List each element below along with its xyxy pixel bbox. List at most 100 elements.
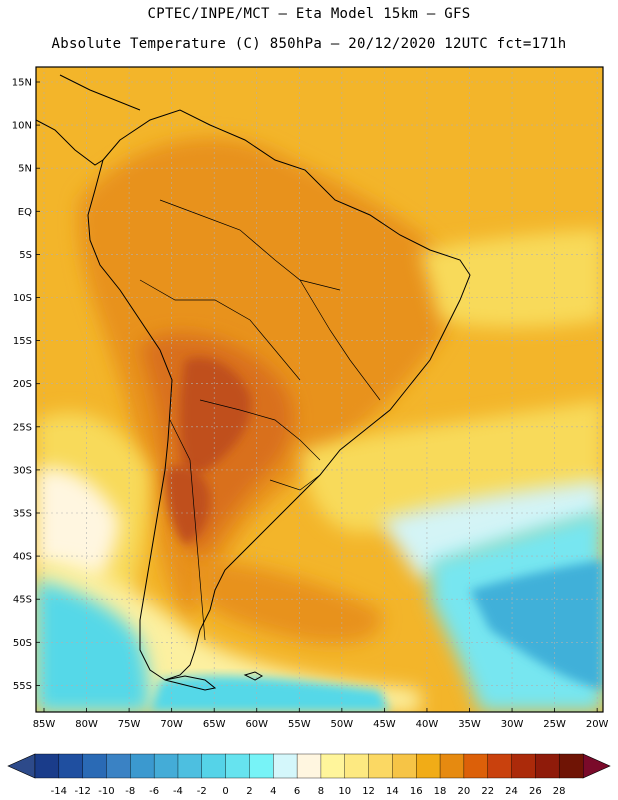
plot-frame — [35, 66, 604, 713]
map-title: CPTEC/INPE/MCT — Eta Model 15km — GFS — [147, 6, 471, 22]
colorbar-cell — [487, 753, 513, 779]
lat-label: EQ — [18, 207, 32, 218]
temperature-field — [36, 67, 603, 712]
lat-label: 15N — [12, 78, 32, 89]
lat-label: 10N — [12, 121, 32, 132]
lon-label: 80W — [75, 719, 98, 730]
lon-label: 60W — [245, 719, 268, 730]
lat-label: 40S — [13, 552, 32, 563]
map-subtitle: Absolute Temperature (C) 850hPa — 20/12/… — [51, 36, 567, 52]
colorbar-label: -8 — [125, 786, 135, 797]
cold-region-drake — [150, 675, 390, 712]
colorbar-cell — [201, 753, 227, 779]
lon-label: 40W — [416, 719, 439, 730]
lat-label: 55S — [13, 681, 32, 692]
lat-label: 10S — [13, 293, 32, 304]
longitude-labels: 85W 80W 75W 70W 65W 60W 55W 50W 45W 40W 35W 30W 25W 2… — [33, 708, 609, 730]
country-borders — [139, 199, 381, 641]
lon-label: 25W — [543, 719, 566, 730]
lat-label: 25S — [13, 422, 32, 433]
lat-label: 15S — [13, 336, 32, 347]
lat-label: 5N — [18, 164, 32, 175]
lat-label: 35S — [13, 509, 32, 520]
lat-label: 5S — [19, 250, 32, 261]
colorbar-cell — [463, 753, 489, 779]
tierra-del-fuego — [164, 675, 217, 691]
colorbar-cell — [177, 753, 203, 779]
lon-label: 35W — [458, 719, 481, 730]
colorbar-label: 22 — [481, 786, 494, 797]
colorbar-cell — [58, 753, 84, 779]
falkland-islands — [243, 671, 264, 681]
latitude-labels: 15N 10N 5N EQ 5S 10S 15S 20S 25S 30S 35S 40S 45S 50S 5… — [12, 78, 40, 692]
colorbar-label: -12 — [74, 786, 90, 797]
colorbar-high-arrow — [582, 753, 611, 779]
colorbar-label: -4 — [173, 786, 183, 797]
colorbar-cell — [558, 753, 584, 779]
lat-label: 45S — [13, 595, 32, 606]
colorbar-cell — [153, 753, 179, 779]
colorbar-cell — [392, 753, 417, 779]
colder-region-atlantic — [470, 560, 603, 690]
border — [199, 399, 321, 461]
colorbar-label: 28 — [553, 786, 566, 797]
lat-label: 20S — [13, 379, 32, 390]
colorbar-label: 16 — [410, 786, 423, 797]
cream-band-west — [36, 468, 120, 590]
central-america-coast — [36, 119, 104, 166]
very-hot-region — [179, 357, 251, 475]
colorbar-cell — [320, 753, 346, 779]
lon-label: 50W — [331, 719, 354, 730]
border — [139, 279, 301, 381]
colorbar-cell — [34, 753, 60, 779]
colorbar-label: 14 — [386, 786, 399, 797]
border — [299, 279, 381, 401]
color-scale: -14 -12 -10 -8 -6 -4 -2 0 2 4 6 8 10 12 14 16 18 20 22 24 26… — [7, 753, 611, 797]
lon-label: 55W — [288, 719, 311, 730]
colorbar-label: 0 — [222, 786, 228, 797]
colorbar-cell — [130, 753, 155, 779]
coastlines — [36, 74, 471, 691]
colorbar-label: -10 — [98, 786, 114, 797]
colorbar-label: -14 — [51, 786, 67, 797]
lon-label: 75W — [118, 719, 141, 730]
colorbar-cell — [439, 753, 465, 779]
cream-band-atlantic — [380, 480, 603, 580]
colorbar-label: -2 — [197, 786, 207, 797]
colorbar-cell — [106, 753, 131, 779]
lon-label: 30W — [501, 719, 524, 730]
colorbar-label: 10 — [338, 786, 351, 797]
lon-label: 85W — [33, 719, 56, 730]
colorbar-cell — [511, 753, 536, 779]
colorbar-label: 4 — [270, 786, 276, 797]
lon-label: 20W — [586, 719, 609, 730]
colorbar-cell — [344, 753, 370, 779]
colorbar-cell — [535, 753, 560, 779]
border — [159, 199, 341, 291]
colorbar-label: 18 — [434, 786, 447, 797]
lat-label: 30S — [13, 465, 32, 476]
border — [269, 474, 321, 491]
hot-region-south — [165, 466, 211, 545]
colorbar-label: 2 — [246, 786, 252, 797]
colorbar-cell — [82, 753, 107, 779]
lat-label: 50S — [13, 638, 32, 649]
colorbar-label: -6 — [149, 786, 159, 797]
colorbar-label: 6 — [294, 786, 300, 797]
colorbar-label: 24 — [505, 786, 518, 797]
colorbar-cell — [296, 753, 322, 779]
border — [169, 419, 206, 641]
caribbean-coast — [59, 74, 141, 111]
colorbar-cell — [249, 753, 274, 779]
cold-region-pacific — [36, 580, 150, 712]
colorbar-cell — [416, 753, 441, 779]
colorbar-low-arrow — [7, 753, 36, 779]
colorbar-label: 12 — [362, 786, 375, 797]
colorbar-cell — [273, 753, 298, 779]
colorbar-cell — [225, 753, 250, 779]
south-america-coast — [87, 109, 471, 681]
colorbar-label: 20 — [458, 786, 471, 797]
colorbar-cell — [368, 753, 393, 779]
lon-label: 65W — [203, 719, 226, 730]
